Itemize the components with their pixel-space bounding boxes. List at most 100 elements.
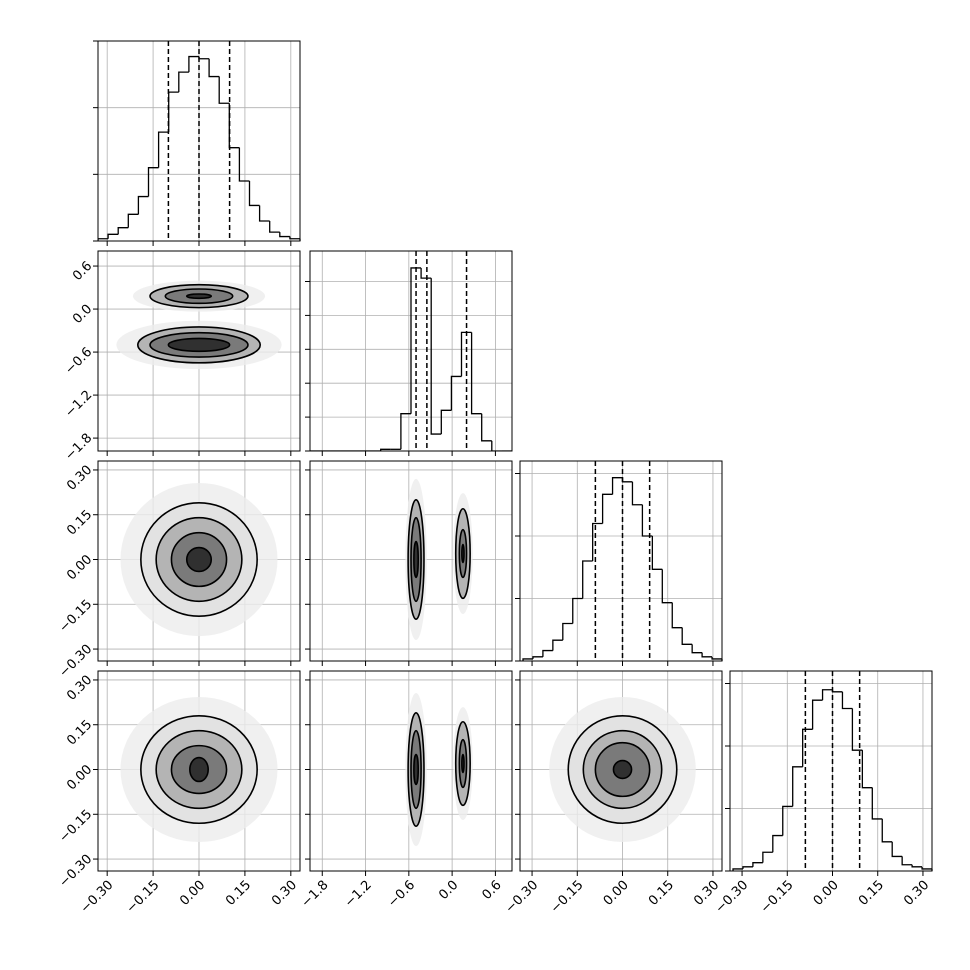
y-tick-label: 0.15 <box>64 507 95 538</box>
histogram-bin <box>641 504 653 537</box>
histogram-bin <box>601 493 613 524</box>
histogram-bin <box>470 332 482 415</box>
histogram-bin <box>651 536 663 570</box>
histogram-bin <box>621 477 633 483</box>
histogram-bin <box>208 58 220 78</box>
y-tick-label: −0.15 <box>57 807 96 846</box>
histogram-bin <box>157 131 169 168</box>
panel-frame <box>97 670 301 872</box>
histogram-bin <box>228 103 240 149</box>
histogram-bin <box>440 409 452 435</box>
x-tick-label: 0.15 <box>856 878 887 909</box>
x-tick-label: 0.15 <box>223 878 254 909</box>
histogram-bin <box>188 55 199 73</box>
histogram-bin <box>279 232 290 238</box>
histogram-bin <box>542 649 553 657</box>
histogram-bin <box>420 267 432 279</box>
histogram-bin <box>792 766 803 807</box>
panel: −1.8 −1.2 −0.6 0.0 0.6 <box>299 670 513 911</box>
x-tick-label: 0.30 <box>901 878 932 909</box>
contour <box>461 753 465 774</box>
panel <box>93 40 301 246</box>
contour <box>189 756 209 783</box>
x-tick-label: −0.15 <box>548 878 587 917</box>
x-tick-label: −1.8 <box>299 878 332 911</box>
panel: −1.8 −1.2 −0.6 0.0 0.6 <box>62 250 301 464</box>
histogram-bin <box>450 375 462 411</box>
histogram-bin <box>400 413 411 450</box>
histogram-bin <box>491 440 502 451</box>
histogram-bin <box>258 205 270 222</box>
histogram-bin <box>752 862 763 867</box>
histogram-bin <box>611 477 623 495</box>
contour <box>185 293 213 300</box>
histogram-bin <box>742 866 753 869</box>
contour <box>185 546 213 573</box>
histogram-bin <box>772 834 783 853</box>
histogram-bin <box>481 413 492 442</box>
x-tick-label: 0.00 <box>177 878 208 909</box>
panel-frame <box>97 460 301 662</box>
contour <box>413 753 420 786</box>
contour <box>167 337 231 353</box>
histogram-bin <box>137 195 149 215</box>
panel <box>305 250 513 456</box>
histogram-bin <box>671 602 683 629</box>
x-tick-label: 0.15 <box>646 878 677 909</box>
contour <box>413 540 420 579</box>
histogram-bin <box>821 689 833 701</box>
histogram-bin <box>631 481 643 506</box>
y-tick-label: 0.00 <box>64 552 95 583</box>
histogram-bin <box>701 652 713 658</box>
panel: −0.30−0.150.000.150.30 <box>57 460 301 681</box>
histogram-bin <box>831 689 843 693</box>
x-tick-label: 0.30 <box>269 878 300 909</box>
histogram-bin <box>592 522 603 561</box>
x-tick-label: −0.15 <box>124 878 163 917</box>
y-tick-label: 0.00 <box>64 762 95 793</box>
x-tick-label: 0.00 <box>811 878 842 909</box>
y-tick-label: 0.15 <box>64 717 95 748</box>
histogram-bin <box>851 708 863 751</box>
y-tick-label: −1.8 <box>62 431 95 464</box>
histogram-bin <box>380 448 391 451</box>
histogram-bin <box>552 639 563 651</box>
histogram-bin <box>691 644 703 654</box>
histogram-bin <box>562 622 573 641</box>
histogram-bin <box>881 818 893 843</box>
histogram-bin <box>289 236 300 240</box>
panel-frame <box>519 460 723 662</box>
x-tick-label: 0.6 <box>479 878 504 903</box>
x-tick-label: 0.00 <box>601 878 632 909</box>
histogram-bin <box>841 691 853 710</box>
panel-frame <box>97 40 301 242</box>
histogram-bin <box>921 866 932 870</box>
x-tick-label: −0.30 <box>503 878 542 917</box>
histogram-bin <box>127 213 139 228</box>
histogram-bin <box>861 750 873 789</box>
histogram-bin <box>460 331 472 377</box>
histogram-bin <box>147 167 159 197</box>
panel-frame <box>519 670 723 872</box>
panel <box>305 460 513 666</box>
panel-frame <box>729 670 933 872</box>
y-tick-label: 0.0 <box>70 302 95 327</box>
histogram-bin <box>218 76 230 104</box>
y-tick-label: −0.30 <box>57 852 96 891</box>
histogram-bin <box>117 227 129 235</box>
panel-frame <box>309 460 513 662</box>
histogram-bin <box>762 851 773 863</box>
histogram-bin <box>911 864 923 868</box>
y-tick-label: 0.30 <box>64 463 95 494</box>
histogram-bin <box>522 658 533 661</box>
histogram-bin <box>248 181 260 207</box>
panel-frame <box>97 250 301 452</box>
histogram-bin <box>811 699 823 730</box>
histogram-bin <box>238 147 250 182</box>
panel <box>515 460 723 666</box>
histogram-bin <box>732 868 743 871</box>
histogram-bin <box>168 91 179 133</box>
x-tick-label: −0.6 <box>385 878 418 911</box>
